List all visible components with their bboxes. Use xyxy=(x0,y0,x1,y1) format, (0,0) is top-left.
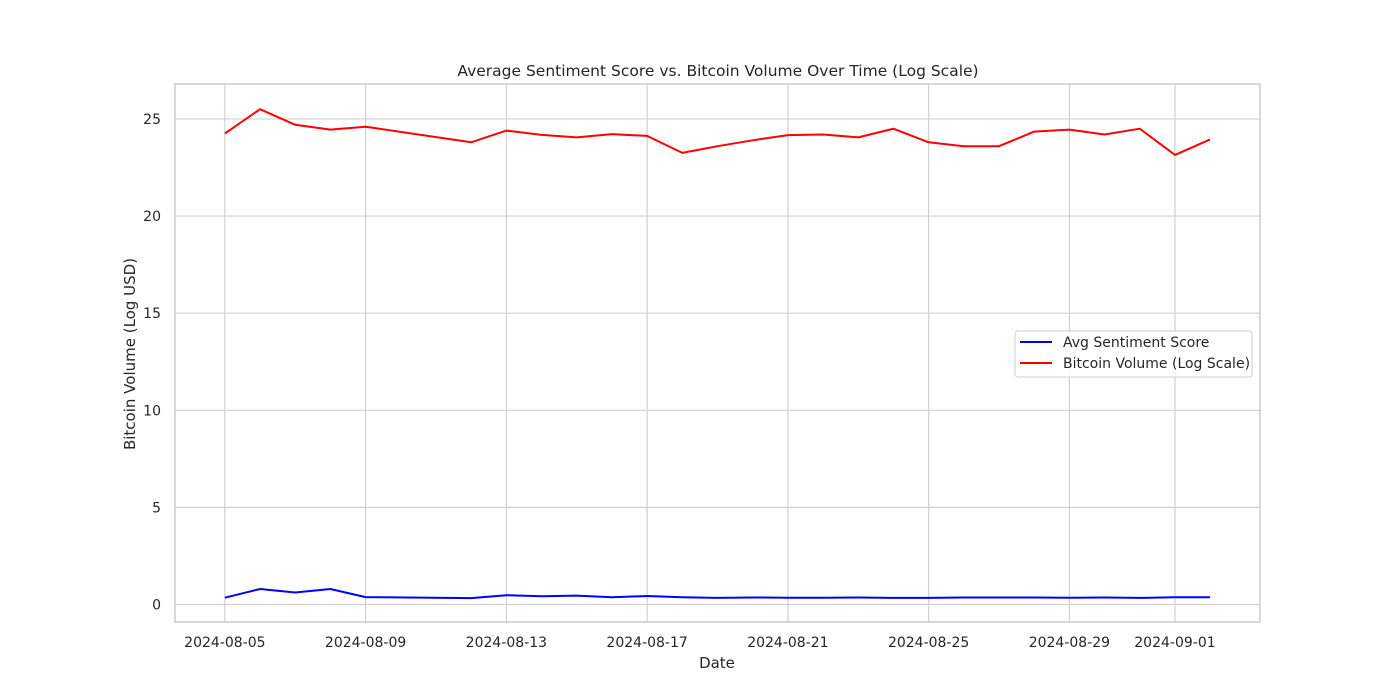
x-tick-label: 2024-08-13 xyxy=(466,635,547,651)
tick-labels: 2024-08-05 2024-08-09 2024-08-13 2024-08-17… xyxy=(143,112,1215,651)
y-tick-label: 10 xyxy=(143,403,161,419)
grid xyxy=(175,84,1260,622)
y-axis-title: Bitcoin Volume (Log USD) xyxy=(121,258,139,450)
legend-box xyxy=(1014,330,1253,378)
plot-area-frame xyxy=(174,83,1261,623)
y-tick-label: 5 xyxy=(152,500,161,516)
x-axis-title: Date xyxy=(699,654,735,672)
x-tick-label: 2024-08-21 xyxy=(747,635,828,651)
y-tick-label: 15 xyxy=(143,306,161,322)
x-tick-label: 2024-08-17 xyxy=(606,635,687,651)
x-tick-label: 2024-08-25 xyxy=(888,635,969,651)
series-lines xyxy=(224,108,1211,600)
x-tick-label: 2024-08-05 xyxy=(184,635,265,651)
x-tick-label: 2024-08-29 xyxy=(1029,635,1110,651)
y-tick-label: 20 xyxy=(143,209,161,225)
x-tick-label: 2024-08-09 xyxy=(325,635,406,651)
legend: Avg Sentiment Score Bitcoin Volume (Log S… xyxy=(1014,330,1253,378)
legend-label-0: Avg Sentiment Score xyxy=(1063,335,1209,351)
y-tick-label: 25 xyxy=(143,112,161,128)
series-line-0 xyxy=(224,588,1211,600)
x-tick-label: 2024-09-01 xyxy=(1134,635,1215,651)
series-line-1 xyxy=(224,108,1211,156)
chart-title: Average Sentiment Score vs. Bitcoin Volu… xyxy=(457,62,978,80)
legend-label-1: Bitcoin Volume (Log Scale) xyxy=(1063,356,1250,372)
y-tick-label: 0 xyxy=(152,598,161,614)
